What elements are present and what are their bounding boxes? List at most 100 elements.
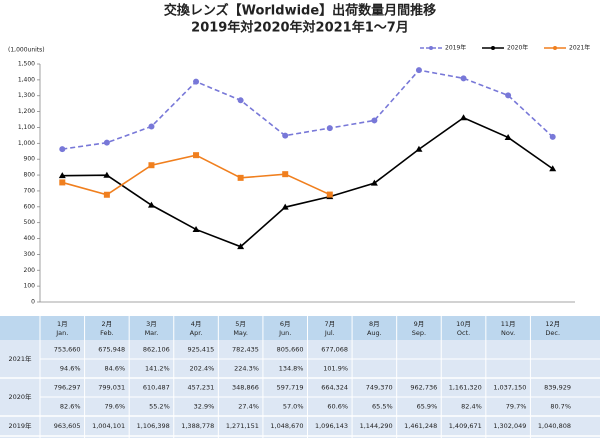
table-body-bg (0, 340, 600, 438)
cell-ratio: 82.6% (60, 403, 81, 411)
point (58, 172, 66, 179)
cell-value: 1,461,248 (404, 422, 437, 430)
month-label-en: Jun. (278, 329, 291, 337)
cell-value: 1,004,101 (92, 422, 125, 430)
point (192, 225, 200, 232)
month-label: 5月 (235, 320, 246, 328)
point (147, 201, 155, 208)
point (415, 145, 423, 152)
cell-ratio: 65.5% (372, 403, 393, 411)
row-label: 2020年 (8, 392, 32, 401)
legend-marker (553, 46, 557, 50)
y-tick-label: 1,500 (18, 61, 35, 68)
point (193, 78, 200, 85)
month-label-en: Jul. (324, 329, 335, 337)
cell-value: 677,068 (321, 346, 348, 354)
cell-value: 348,866 (232, 384, 259, 392)
cell-value: 1,040,808 (538, 422, 571, 430)
cell-value: 664,324 (321, 384, 348, 392)
chart-title: 交換レンズ【Worldwide】出荷数量月間推移 (164, 3, 436, 19)
legend-label: 2019年 (445, 44, 466, 52)
month-label-en: Aug. (367, 329, 382, 337)
point (282, 171, 289, 178)
cell-ratio: 55.2% (149, 403, 170, 411)
point (326, 125, 333, 132)
y-tick-label: 1,300 (18, 92, 35, 99)
point (103, 171, 111, 178)
y-tick-label: 500 (24, 219, 36, 226)
month-label-en: Apr. (190, 329, 203, 337)
cell-value: 796,297 (54, 384, 81, 392)
month-label-en: May. (233, 329, 248, 337)
legend-label: 2021年 (569, 44, 590, 52)
cell-ratio: 80.7% (550, 403, 571, 411)
cell-value: 1,161,320 (449, 384, 482, 392)
legend-marker (491, 46, 495, 50)
cell-ratio: 94.6% (60, 365, 81, 373)
month-label: 12月 (545, 320, 560, 328)
point (281, 203, 289, 210)
point (103, 139, 110, 146)
point (148, 162, 155, 169)
cell-value: 925,415 (187, 346, 214, 354)
y-tick-label: 100 (24, 283, 36, 290)
point (148, 123, 155, 130)
month-label: 10月 (456, 320, 471, 328)
cell-ratio: 224.3% (234, 365, 259, 373)
cell-ratio: 79.7% (506, 403, 527, 411)
cell-value: 753,660 (54, 346, 81, 354)
month-label-en: Jan. (55, 329, 68, 337)
month-label: 3月 (146, 320, 157, 328)
month-label-en: Feb. (100, 329, 114, 337)
point (237, 243, 245, 250)
cell-ratio: 134.8% (279, 365, 304, 373)
row-label: 2021年 (8, 354, 32, 363)
cell-ratio: 141.2% (145, 365, 170, 373)
cell-ratio: 32.9% (194, 403, 215, 411)
table-header-bg (0, 316, 600, 340)
month-label: 2月 (102, 320, 113, 328)
cell-value: 457,231 (187, 384, 214, 392)
cell-ratio: 27.4% (238, 403, 259, 411)
y-tick-label: 900 (24, 156, 36, 163)
point (549, 165, 557, 172)
point (370, 179, 378, 186)
cell-ratio: 101.9% (323, 365, 348, 373)
point (326, 191, 333, 198)
y-tick-label: 0 (31, 299, 35, 306)
point (59, 146, 66, 153)
month-label: 1月 (57, 320, 68, 328)
y-tick-label: 300 (24, 251, 36, 258)
y-tick-label: 1,100 (18, 124, 35, 131)
y-tick-label: 200 (24, 267, 36, 274)
cell-value: 1,409,671 (449, 422, 482, 430)
cell-value: 749,370 (366, 384, 393, 392)
row-label: 2019年 (8, 421, 32, 430)
month-label: 11月 (501, 320, 516, 328)
chart-subtitle: 2019年対2020年対2021年1～7月 (191, 20, 409, 36)
cell-value: 1,106,398 (137, 422, 170, 430)
cell-ratio: 79.6% (105, 403, 126, 411)
cell-ratio: 202.4% (190, 365, 215, 373)
cell-value: 1,144,290 (360, 422, 393, 430)
cell-value: 799,031 (98, 384, 125, 392)
cell-value: 839,929 (544, 384, 571, 392)
point (504, 133, 512, 140)
cell-value: 963,605 (54, 422, 81, 430)
point (193, 152, 200, 159)
cell-value: 1,096,143 (315, 422, 348, 430)
point (505, 92, 512, 99)
cell-value: 782,435 (232, 346, 259, 354)
cell-ratio: 60.6% (327, 403, 348, 411)
y-tick-label: 400 (24, 235, 36, 242)
cell-value: 1,048,670 (270, 422, 303, 430)
month-label-en: Mar. (145, 329, 159, 337)
cell-value: 610,487 (143, 384, 170, 392)
month-label-en: Dec. (545, 329, 560, 337)
y-tick-label: 1,400 (18, 76, 35, 83)
point (549, 133, 556, 140)
month-label: 9月 (414, 320, 425, 328)
y-tick-label: 800 (24, 172, 36, 179)
cell-value: 1,302,049 (493, 422, 526, 430)
